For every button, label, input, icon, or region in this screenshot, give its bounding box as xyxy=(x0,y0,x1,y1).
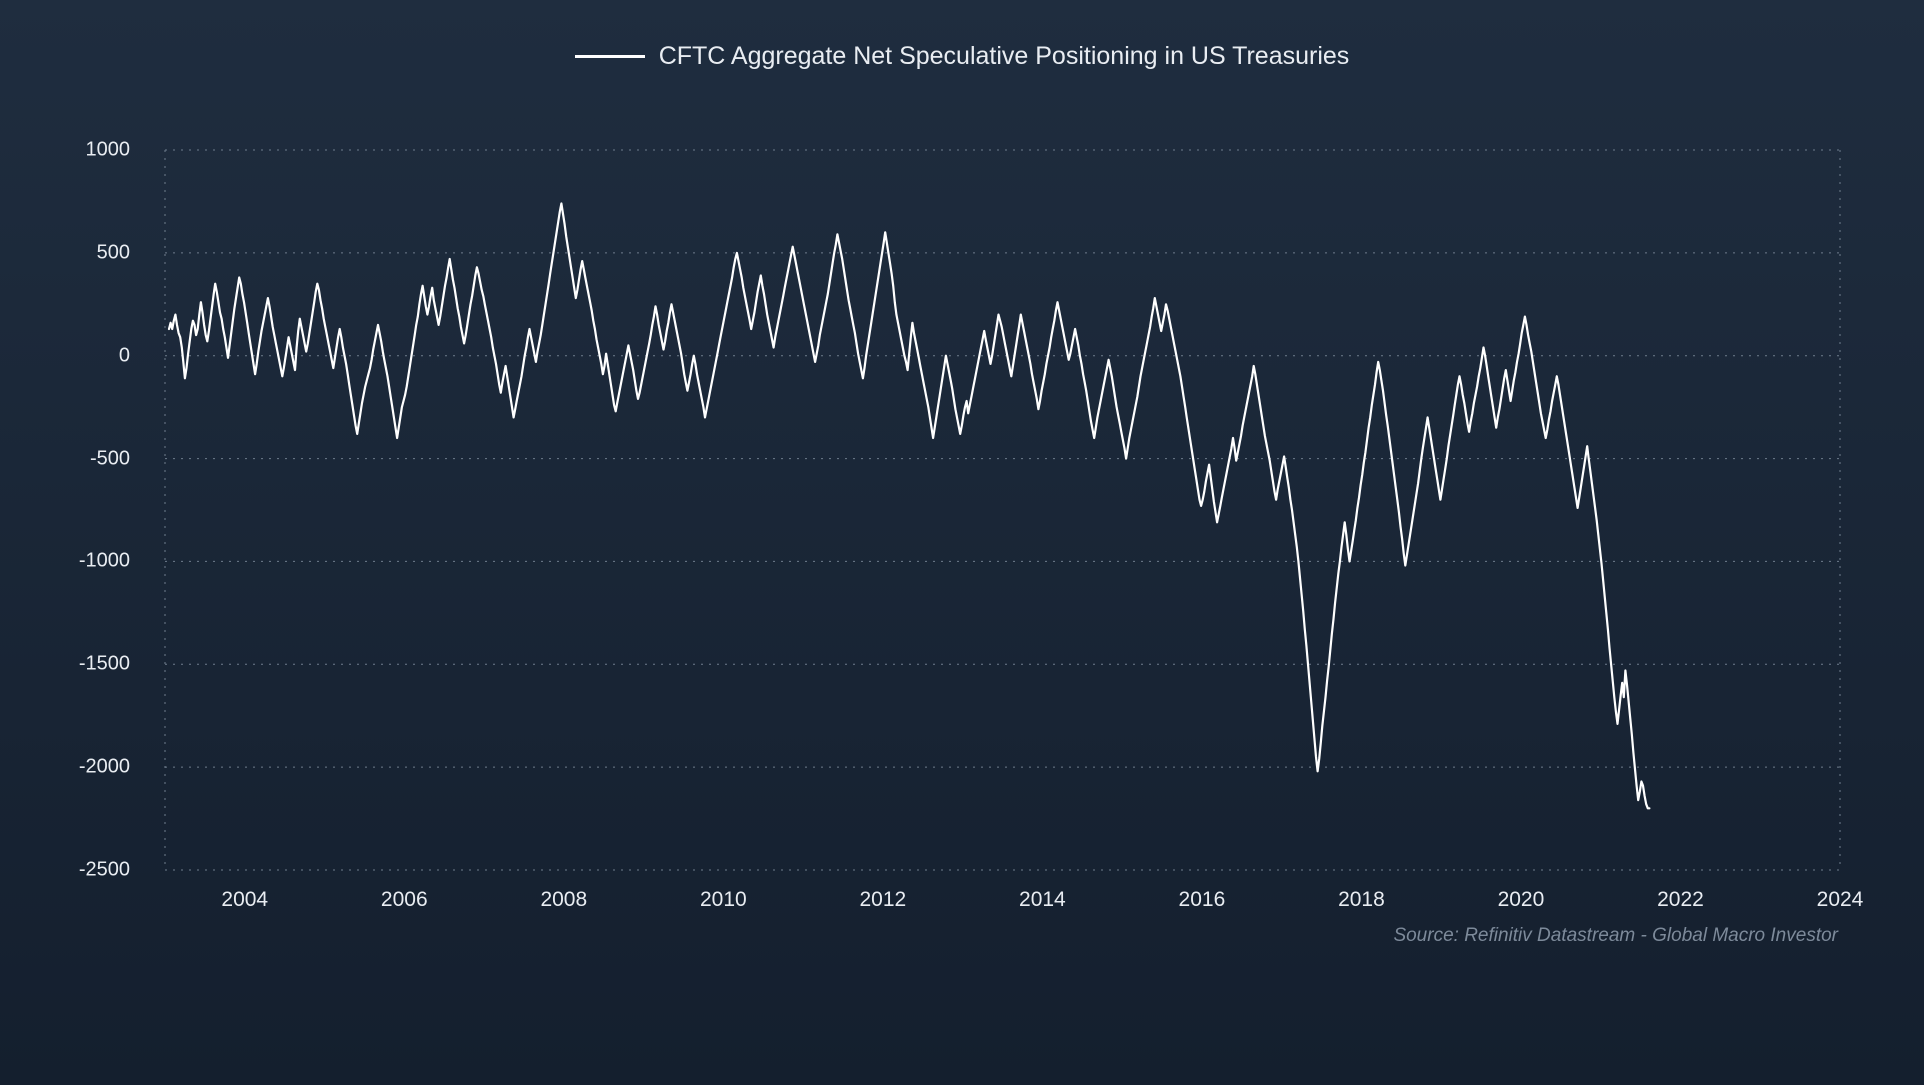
legend-swatch xyxy=(575,55,645,58)
x-tick-label: 2014 xyxy=(1019,888,1066,912)
y-tick-label: -2500 xyxy=(0,859,130,882)
y-tick-label: -1000 xyxy=(0,550,130,573)
y-tick-label: -500 xyxy=(0,447,130,470)
plot-area xyxy=(0,0,1924,1085)
x-tick-label: 2012 xyxy=(859,888,906,912)
x-tick-label: 2008 xyxy=(540,888,587,912)
source-label: Source: Refinitiv Datastream - Global Ma… xyxy=(1393,925,1838,947)
y-tick-label: -2000 xyxy=(0,756,130,779)
x-tick-label: 2004 xyxy=(221,888,268,912)
x-tick-label: 2010 xyxy=(700,888,747,912)
y-tick-label: -1500 xyxy=(0,653,130,676)
y-tick-label: 500 xyxy=(0,241,130,264)
y-tick-label: 0 xyxy=(0,344,130,367)
legend: CFTC Aggregate Net Speculative Positioni… xyxy=(0,42,1924,71)
x-tick-label: 2020 xyxy=(1498,888,1545,912)
x-tick-label: 2022 xyxy=(1657,888,1704,912)
series-line xyxy=(169,204,1649,809)
x-tick-label: 2006 xyxy=(381,888,428,912)
y-tick-label: 1000 xyxy=(0,139,130,162)
legend-label: CFTC Aggregate Net Speculative Positioni… xyxy=(659,42,1350,71)
x-tick-label: 2018 xyxy=(1338,888,1385,912)
chart-container: -2500 -2000 -1500 -1000 -500 0 500 1000 2004 2006… xyxy=(0,0,1924,1085)
x-tick-label: 2016 xyxy=(1179,888,1226,912)
x-tick-label: 2024 xyxy=(1817,888,1864,912)
